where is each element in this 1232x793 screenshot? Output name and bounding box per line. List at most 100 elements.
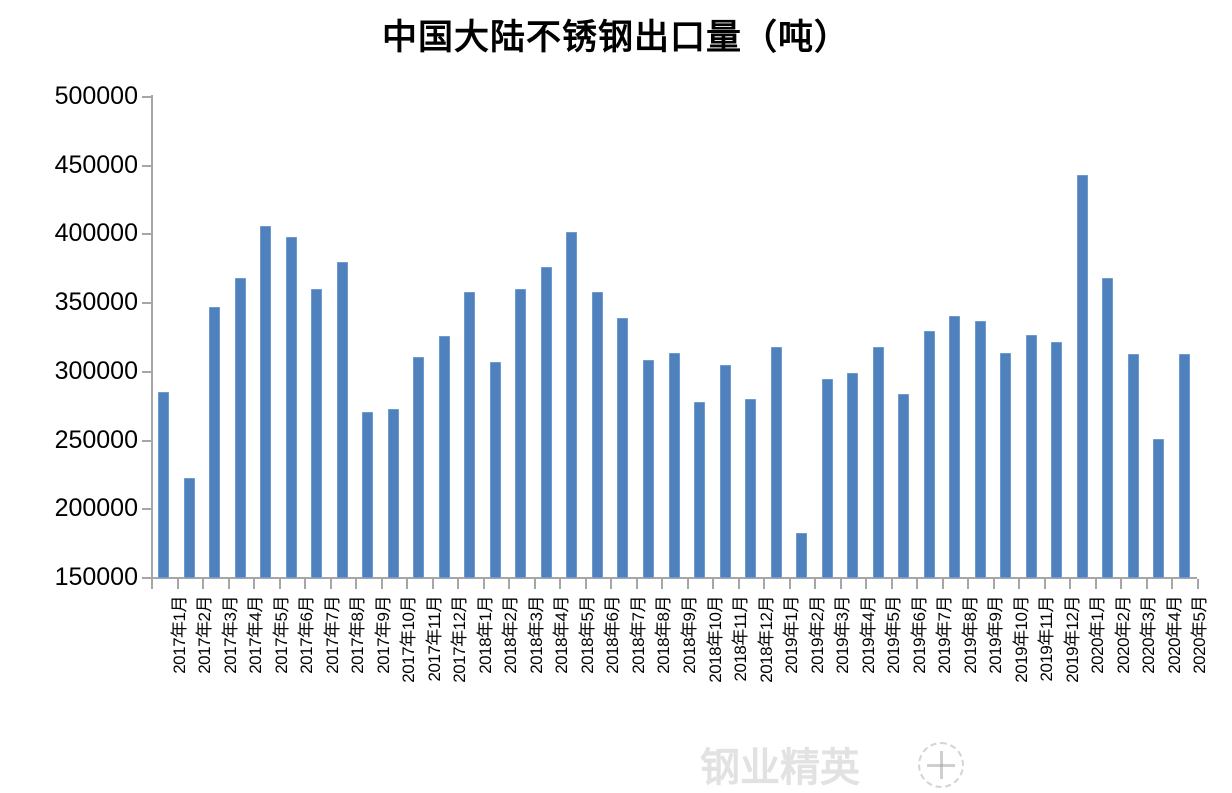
- x-axis-category-label: 2018年12月: [756, 596, 776, 683]
- bar: [872, 347, 884, 578]
- x-axis-category-label: 2018年9月: [680, 596, 699, 674]
- x-axis-category-label: 2018年4月: [552, 596, 572, 674]
- bar: [540, 267, 552, 578]
- x-axis-tick: [916, 579, 918, 589]
- x-axis-tick: [1120, 579, 1122, 589]
- bar: [183, 477, 195, 578]
- bar: [515, 289, 527, 578]
- x-axis-category-label: 2018年1月: [475, 596, 495, 674]
- x-axis-tick: [559, 579, 561, 589]
- x-axis-tick: [840, 579, 842, 589]
- x-axis-category-label: 2019年8月: [960, 596, 980, 674]
- y-axis-tick: [142, 302, 151, 305]
- bar: [438, 336, 450, 578]
- x-axis-tick: [457, 579, 459, 589]
- y-axis-tick-label: 200000: [54, 494, 138, 523]
- x-axis-category-label: 2018年10月: [705, 596, 725, 683]
- x-axis-tick: [1044, 579, 1046, 589]
- bar: [1000, 352, 1012, 578]
- y-axis-tick-label: 400000: [54, 219, 138, 248]
- x-axis-category-label: 2020年1月: [1088, 596, 1108, 674]
- x-axis-tick: [610, 579, 612, 589]
- bar: [974, 321, 986, 578]
- x-axis-category-label: 2019年1月: [782, 596, 802, 674]
- x-axis-tick: [1018, 579, 1020, 589]
- x-axis-tick: [508, 579, 510, 589]
- x-axis-category-label: 2017年2月: [195, 596, 215, 674]
- x-axis-category-label: 2018年2月: [501, 596, 521, 674]
- x-axis-line: [151, 577, 1197, 579]
- bar: [1178, 354, 1190, 578]
- x-axis-category-label: 2018年11月: [731, 596, 751, 682]
- bar: [362, 411, 374, 578]
- bar: [387, 408, 399, 578]
- bar: [668, 352, 680, 578]
- x-axis-tick: [661, 579, 663, 589]
- bar: [821, 378, 833, 578]
- bar: [413, 356, 425, 578]
- x-axis-tick: [1095, 579, 1097, 589]
- bar: [642, 359, 654, 578]
- bar: [591, 292, 603, 578]
- x-axis-tick: [636, 579, 638, 589]
- x-axis-tick: [228, 579, 230, 589]
- y-axis-tick: [142, 508, 151, 511]
- x-axis-tick: [891, 579, 893, 589]
- x-axis-tick: [279, 579, 281, 589]
- x-axis-tick: [1197, 579, 1199, 589]
- y-axis-tick-label: 350000: [54, 288, 138, 317]
- x-axis-tick: [177, 579, 179, 589]
- bar: [311, 289, 323, 578]
- x-axis-tick: [1171, 579, 1173, 589]
- x-axis-category-label: 2018年3月: [526, 596, 546, 674]
- bar: [898, 393, 910, 578]
- x-axis-category-label: 2019年11月: [1037, 596, 1057, 682]
- bar: [1127, 354, 1139, 578]
- bar: [260, 226, 272, 578]
- x-axis-category-label: 2017年5月: [271, 596, 291, 674]
- y-axis-tick: [142, 370, 151, 373]
- bar: [489, 362, 501, 578]
- x-axis-category-label: 2019年4月: [858, 596, 878, 674]
- x-axis-category-label: 2017年7月: [322, 596, 342, 674]
- bar: [1025, 334, 1037, 578]
- x-axis-tick: [253, 579, 255, 589]
- x-axis-tick: [712, 579, 714, 589]
- x-axis-tick: [763, 579, 765, 589]
- bar: [158, 392, 170, 578]
- x-axis-category-label: 2019年7月: [935, 596, 955, 674]
- x-axis-tick: [406, 579, 408, 589]
- x-axis-tick: [585, 579, 587, 589]
- x-axis-tick: [483, 579, 485, 589]
- bar: [847, 373, 859, 578]
- bar: [336, 261, 348, 578]
- y-axis-tick: [142, 96, 151, 98]
- x-axis-tick: [1069, 579, 1071, 589]
- x-axis-tick: [942, 579, 944, 589]
- x-axis-category-label: 2017年3月: [220, 596, 240, 674]
- x-axis-category-label: 2019年9月: [986, 596, 1006, 674]
- x-axis-category-label: 2017年9月: [373, 596, 393, 674]
- bar: [1051, 341, 1063, 578]
- y-axis-tick: [142, 233, 151, 236]
- bar: [796, 532, 808, 578]
- plot-area: [151, 97, 1197, 578]
- x-axis-tick: [534, 579, 536, 589]
- x-axis-category-label: 2019年6月: [909, 596, 929, 674]
- bar: [1153, 439, 1165, 578]
- x-axis-category-label: 2018年7月: [628, 596, 648, 674]
- bar: [464, 292, 476, 578]
- y-axis-tick-label: 500000: [54, 82, 138, 110]
- x-axis-tick: [355, 579, 357, 589]
- x-axis-category-label: 2017年12月: [450, 596, 470, 683]
- wechat-circle-icon: [918, 742, 964, 788]
- bar: [234, 278, 246, 578]
- y-axis-tick: [142, 577, 151, 579]
- x-axis-tick: [993, 579, 995, 589]
- bar: [566, 231, 578, 578]
- x-axis-tick: [151, 579, 153, 589]
- x-axis-tick: [865, 579, 867, 589]
- bar: [949, 315, 961, 578]
- x-axis-category-label: 2017年6月: [297, 596, 317, 674]
